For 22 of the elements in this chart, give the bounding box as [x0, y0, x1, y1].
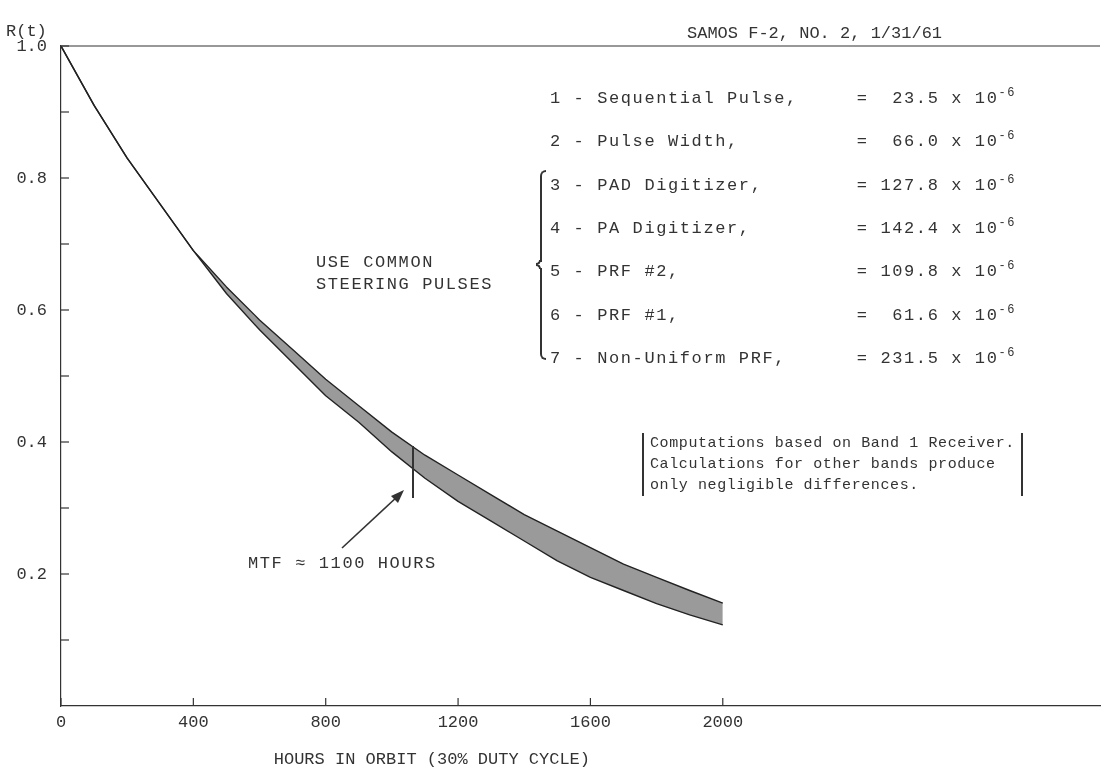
annotation: MTF ≈ 1100 HOURS	[248, 553, 437, 575]
y-tick-label: 0.2	[16, 564, 47, 584]
x-tick-label: 0	[55, 712, 67, 732]
chart-title: SAMOS F-2, NO. 2, 1/31/61	[687, 24, 943, 43]
annotation: 4 - PA Digitizer, = 142.4 x 10$^{-6}$	[550, 214, 1017, 240]
x-axis-title: HOURS IN ORBIT (30% DUTY CYCLE)	[273, 750, 591, 769]
y-tick-label: 0.6	[16, 300, 47, 320]
annotation: 2 - Pulse Width, = 66.0 x 10$^{-6}$	[550, 128, 1017, 153]
annotation: 5 - PRF #2, = 109.8 x 10$^{-6}$	[550, 258, 1017, 283]
annotation: 1 - Sequential Pulse, = 23.5 x 10$^{-6}$	[550, 85, 1017, 110]
annotation: USE COMMON STEERING PULSES	[316, 252, 494, 296]
x-tick-label: 2000	[702, 712, 744, 732]
annotation: 6 - PRF #1, = 61.6 x 10$^{-6}$	[550, 301, 1017, 327]
y-tick-label: 0.4	[16, 432, 47, 452]
annotation: Computations based on Band 1 Receiver. Calculations for other bands produce only negligible differences.	[642, 433, 1023, 496]
x-tick-label: 400	[178, 712, 209, 732]
x-tick-label: 1200	[437, 712, 479, 732]
annotation: 3 - PAD Digitizer, = 127.8 x 10$^{-6}$	[550, 171, 1017, 197]
x-tick-label: 1600	[570, 712, 611, 732]
y-tick-label: 0.8	[16, 168, 47, 188]
x-tick-label: 800	[310, 712, 342, 732]
annotation: 7 - Non-Uniform PRF, = 231.5 x 10$^{-6}$	[550, 344, 1017, 370]
